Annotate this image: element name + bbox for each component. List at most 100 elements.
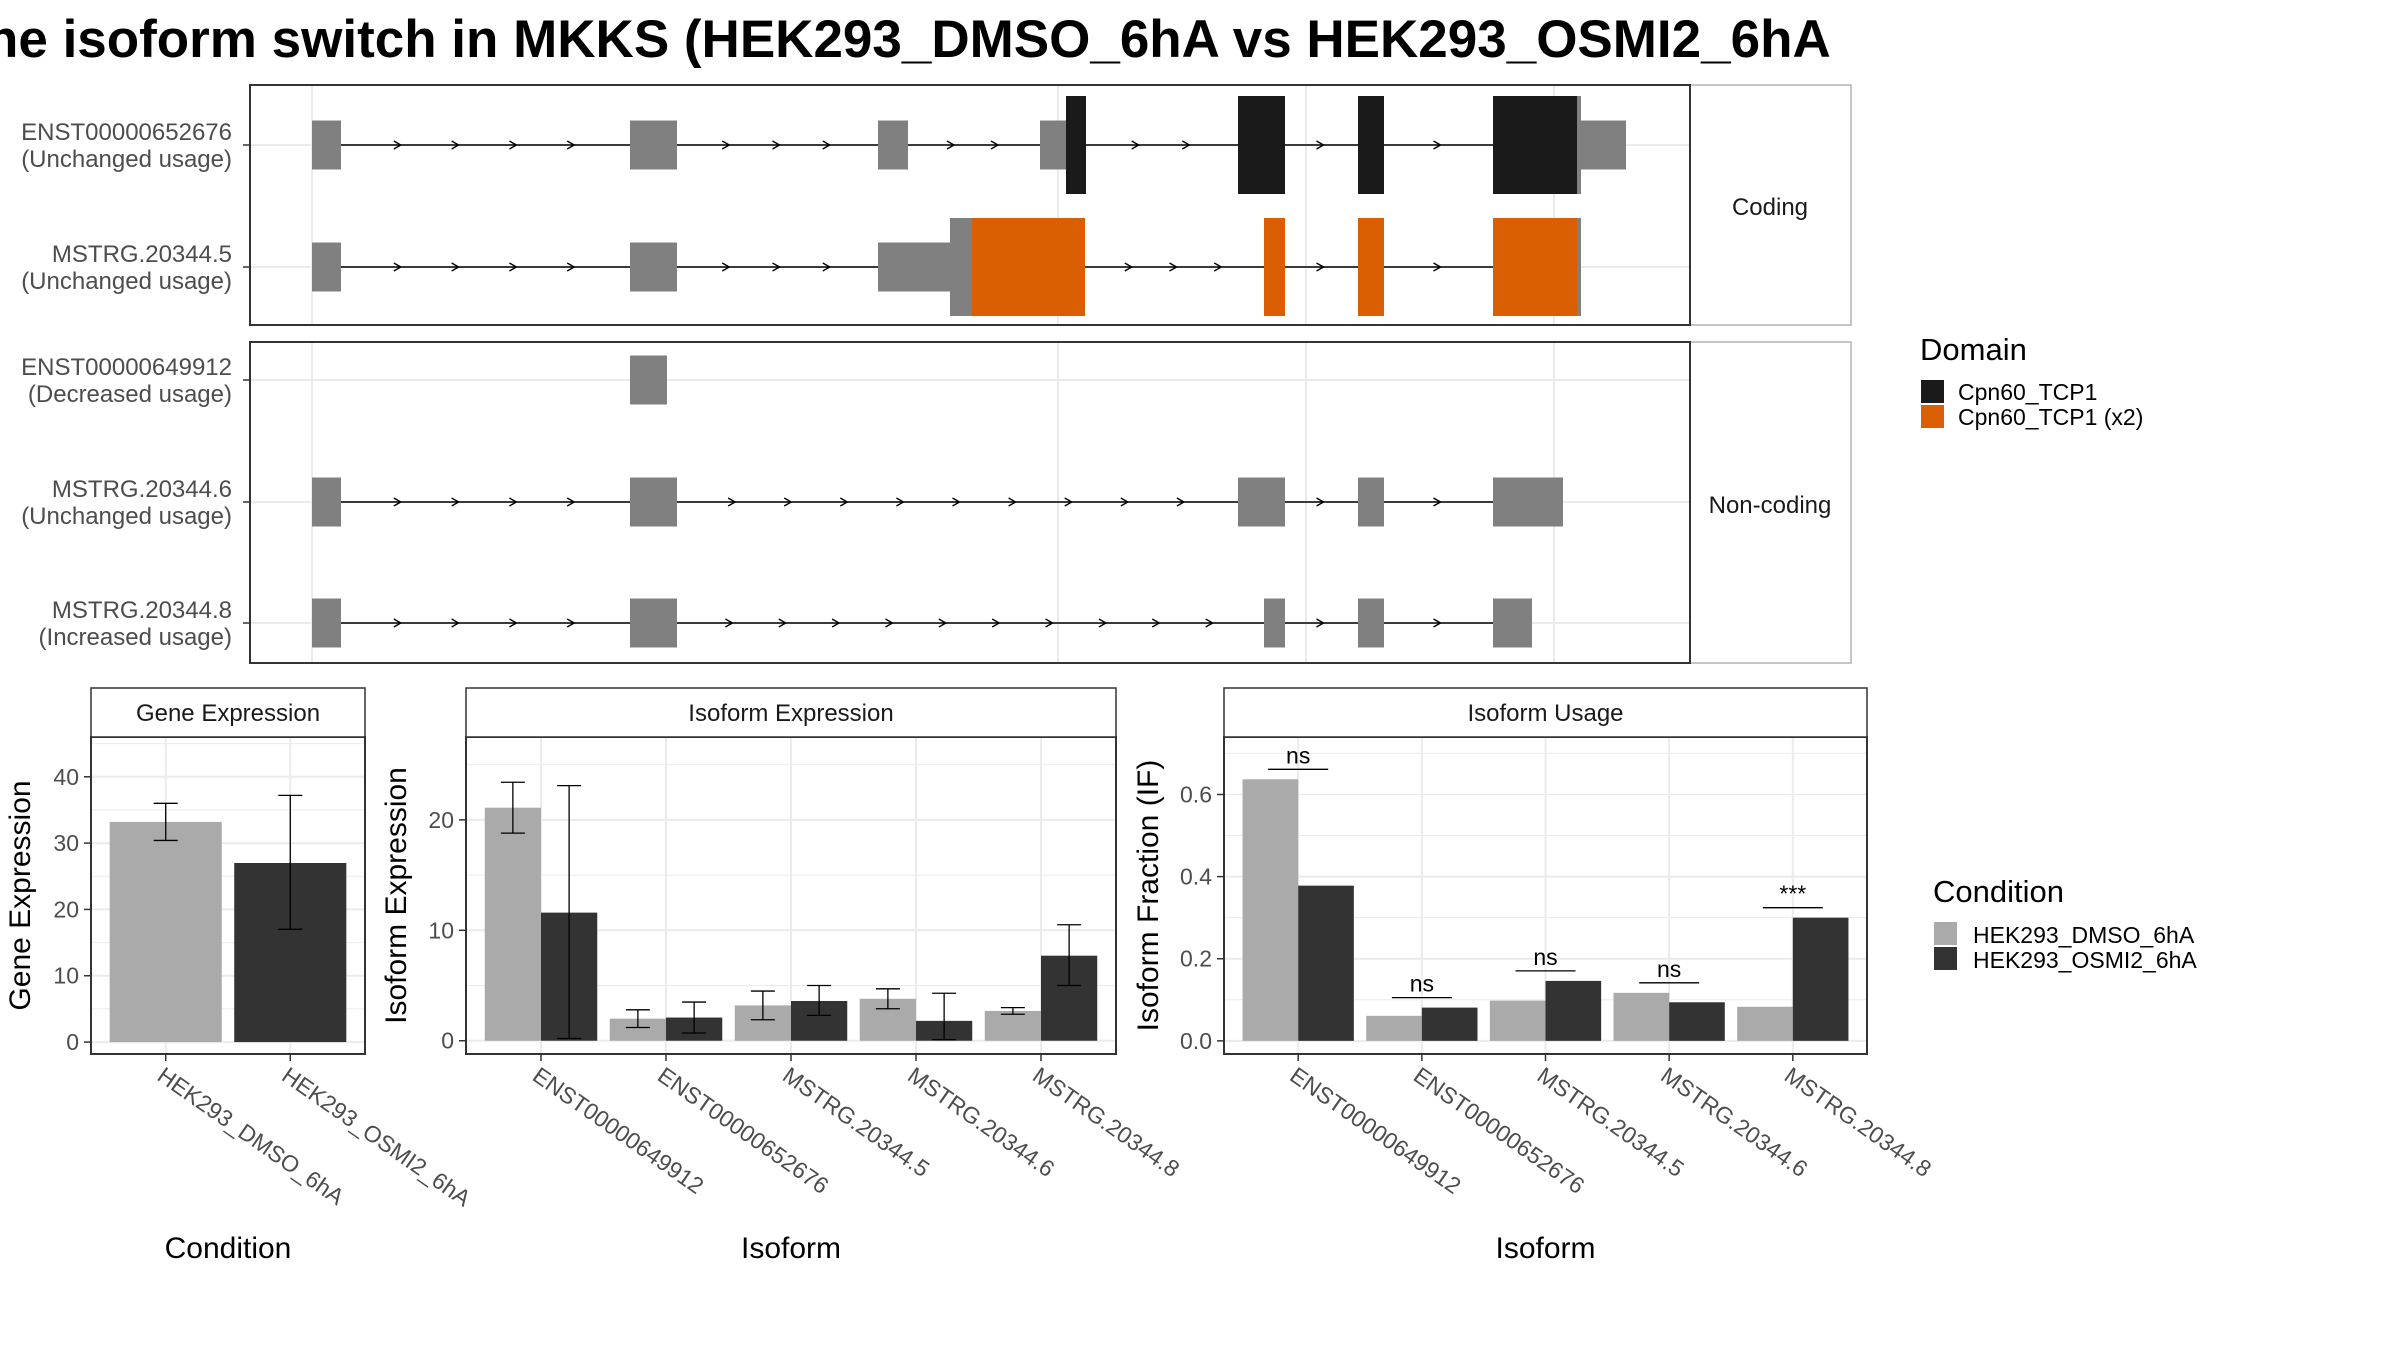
panel-border	[249, 84, 1691, 326]
intron-arrow-icon	[1124, 262, 1134, 272]
facet-strip	[90, 687, 366, 738]
x-axis-title: Isoform	[1495, 1232, 1595, 1265]
domain-exon	[1066, 96, 1086, 194]
y-axis-title: Isoform Expression	[380, 767, 413, 1024]
bar	[1737, 1006, 1793, 1041]
x-axis-title: Isoform	[741, 1232, 841, 1265]
intron-arrow-icon	[1008, 497, 1018, 507]
isoform-usage-label: (Unchanged usage)	[21, 146, 232, 173]
figure-title: he isoform switch in MKKS (HEK293_DMSO_6…	[0, 10, 1831, 69]
exon-block	[878, 120, 908, 170]
intron-arrow-icon	[783, 497, 793, 507]
legend-swatch	[1921, 380, 1944, 403]
isoform-id-label: MSTRG.20344.6	[52, 476, 232, 503]
bar	[484, 807, 541, 1041]
intron-arrow-icon	[721, 262, 731, 272]
intron-arrow-icon	[566, 140, 576, 150]
intron-arrow-icon	[566, 262, 576, 272]
intron-arrow-icon	[1205, 618, 1215, 628]
intron-arrow-icon	[451, 497, 461, 507]
y-tick-label: 0	[66, 1029, 79, 1055]
bar	[1421, 1007, 1478, 1041]
isoform-usage-label: (Increased usage)	[39, 624, 232, 651]
domain-exon	[1264, 218, 1285, 316]
x-axis-title: Condition	[165, 1232, 292, 1265]
y-tick-label: 10	[428, 917, 454, 943]
intron-arrow-icon	[938, 618, 948, 628]
exon-block	[1577, 120, 1626, 170]
y-axis-title: Gene Expression	[4, 780, 37, 1010]
exon-block	[630, 120, 677, 170]
bar	[1366, 1015, 1422, 1041]
intron-arrow-icon	[1181, 140, 1191, 150]
intron-arrow-icon	[451, 262, 461, 272]
legend-label: Cpn60_TCP1 (x2)	[1958, 404, 2143, 430]
legend-swatch	[1934, 947, 1957, 970]
exon-block	[312, 598, 341, 648]
intron-arrow-icon	[885, 618, 894, 628]
significance-label: ns	[1286, 742, 1310, 768]
exon-block	[1238, 477, 1285, 527]
intron-arrow-icon	[1131, 140, 1141, 150]
significance-label: ns	[1533, 944, 1557, 970]
intron-arrow-icon	[822, 140, 832, 150]
intron-arrow-icon	[831, 618, 841, 628]
exon-block	[312, 242, 341, 292]
intron-arrow-icon	[1045, 618, 1054, 628]
exon-block	[1577, 218, 1581, 316]
intron-arrow-icon	[1433, 262, 1442, 272]
intron-arrow-icon	[393, 497, 403, 507]
intron-arrow-icon	[509, 497, 518, 507]
facet-strip	[1223, 687, 1868, 738]
isoform-expression-panel: Isoform Expression01020ENST00000649912EN…	[380, 687, 1184, 1265]
exon-block	[1358, 598, 1384, 648]
isoform-id-label: MSTRG.20344.5	[52, 241, 232, 268]
legend-swatch	[1934, 922, 1957, 945]
facet-strip	[465, 687, 1117, 738]
exon-block	[312, 120, 341, 170]
facet-strip	[1689, 341, 1852, 664]
intron-arrow-icon	[451, 618, 461, 628]
y-tick-label: 30	[53, 830, 79, 856]
exon-block	[878, 242, 950, 292]
intron-arrow-icon	[1213, 262, 1223, 272]
exon-block	[630, 477, 677, 527]
bar	[1669, 1002, 1725, 1041]
intron-arrow-icon	[991, 618, 1001, 628]
isoform-id-label: MSTRG.20344.8	[52, 597, 232, 624]
bar	[1489, 1000, 1546, 1041]
bar	[1613, 992, 1670, 1041]
intron-arrow-icon	[725, 618, 734, 628]
isoform-usage-label: (Unchanged usage)	[21, 268, 232, 295]
exon-block	[1577, 96, 1581, 194]
intron-arrow-icon	[1316, 140, 1325, 150]
intron-arrow-icon	[946, 140, 956, 150]
intron-arrow-icon	[990, 140, 1000, 150]
exon-block	[630, 355, 667, 405]
y-tick-label: 20	[53, 896, 79, 922]
intron-arrow-icon	[393, 140, 403, 150]
intron-arrow-icon	[393, 262, 403, 272]
intron-arrow-icon	[1433, 618, 1442, 628]
facet-strip-label: Non-coding	[1709, 492, 1832, 519]
bar	[1545, 980, 1602, 1041]
facet-strip-label: Coding	[1732, 194, 1808, 221]
intron-arrow-icon	[727, 497, 737, 507]
exon-block	[1493, 598, 1532, 648]
y-tick-label: 0.4	[1180, 864, 1212, 890]
domain-exon	[1493, 218, 1577, 316]
intron-arrow-icon	[1316, 262, 1325, 272]
intron-arrow-icon	[509, 140, 518, 150]
intron-arrow-icon	[1176, 497, 1186, 507]
isoform-id-label: ENST00000652676	[21, 119, 232, 146]
exon-block	[1493, 477, 1563, 527]
bar	[1242, 779, 1299, 1041]
domain-exon	[1238, 96, 1285, 194]
intron-arrow-icon	[896, 497, 905, 507]
significance-label: ns	[1657, 956, 1681, 982]
y-tick-label: 0.2	[1180, 946, 1212, 972]
intron-arrow-icon	[778, 618, 788, 628]
y-tick-label: 40	[53, 764, 79, 790]
facet-strip-label: Isoform Expression	[688, 700, 893, 727]
